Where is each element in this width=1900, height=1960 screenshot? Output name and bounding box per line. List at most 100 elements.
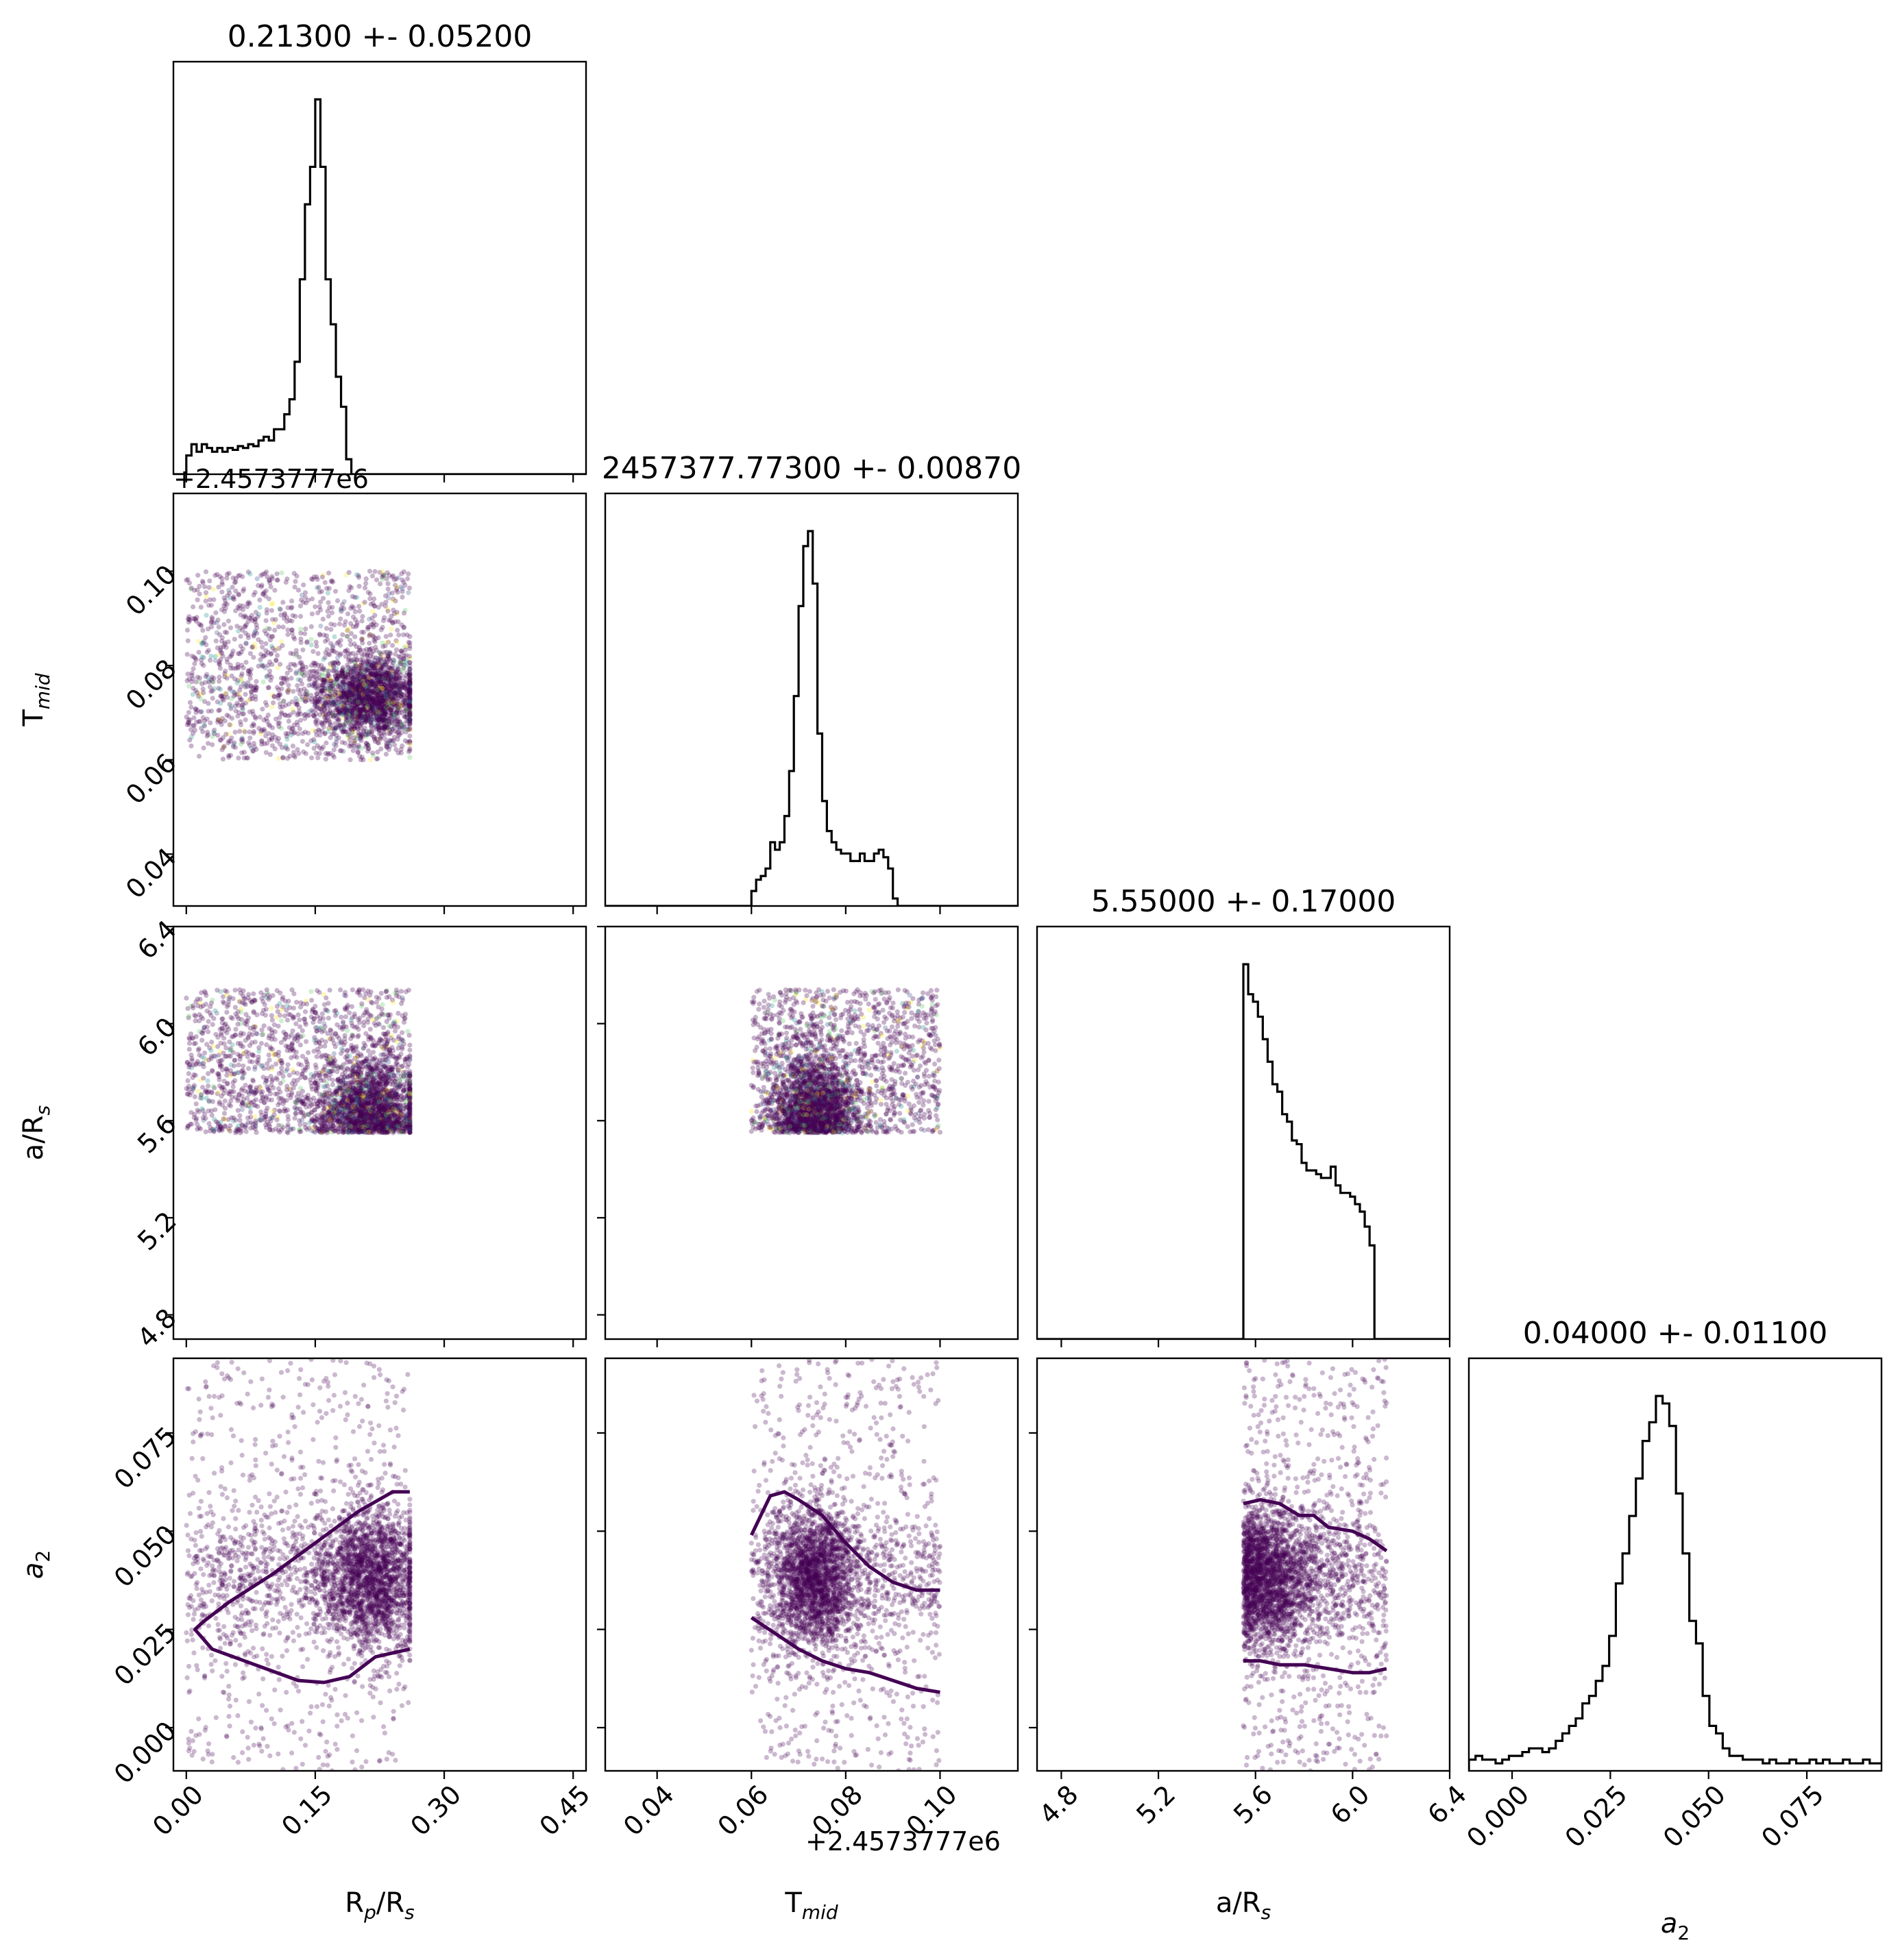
scatter-point [371, 620, 377, 626]
scatter-point [374, 577, 380, 583]
scatter-point [381, 717, 387, 722]
scatter-point [269, 737, 274, 742]
scatter-point [200, 628, 206, 633]
scatter-point [387, 696, 393, 702]
scatter-point [315, 685, 321, 690]
scatter-point [186, 717, 191, 722]
scatter-point [271, 1022, 277, 1027]
scatter-point [375, 697, 380, 702]
scatter-point [265, 719, 270, 724]
scatter-point [407, 733, 413, 739]
scatter-point [399, 571, 404, 576]
scatter-point [387, 731, 393, 736]
scatter-point [382, 724, 388, 730]
scatter-point [261, 653, 267, 659]
scatter-point [235, 651, 241, 657]
scatter-point [383, 697, 389, 702]
scatter-point [365, 667, 370, 673]
scatter-point [383, 694, 389, 699]
scatter-point [263, 648, 269, 653]
scatter-point [345, 634, 350, 639]
scatter-point [394, 673, 400, 678]
scatter-point [261, 726, 267, 732]
scatter-point [355, 698, 361, 703]
scatter-point [224, 576, 230, 581]
scatter-point [349, 1004, 354, 1009]
scatter-point [379, 718, 385, 723]
scatter-panel-rprs-vs-ars: 4.85.25.66.06.4 [132, 914, 587, 1353]
scatter-point [341, 606, 347, 611]
scatter-point [392, 742, 398, 748]
scatter-point [366, 694, 372, 700]
scatter-point [375, 749, 380, 755]
scatter-point [383, 634, 389, 639]
scatter-point [226, 571, 232, 576]
scatter-point [376, 726, 382, 731]
scatter-point [196, 719, 202, 724]
scatter-point [233, 588, 239, 593]
scatter-point [345, 693, 350, 698]
scatter-point [343, 694, 348, 700]
scatter-point [212, 573, 218, 578]
scatter-point [239, 663, 245, 668]
scatter-point [330, 699, 336, 705]
scatter-point [265, 650, 271, 655]
scatter-point [356, 673, 361, 678]
scatter-point [342, 692, 348, 698]
scatter-point [344, 633, 350, 639]
scatter-point [322, 720, 328, 726]
scatter-point [389, 703, 395, 709]
scatter-point [364, 676, 369, 682]
scatter-point [303, 711, 308, 717]
scatter-point [360, 657, 366, 663]
scatter-point [247, 735, 253, 741]
scatter-point [386, 682, 391, 687]
scatter-point [221, 744, 227, 749]
scatter-point [394, 710, 400, 715]
scatter-point [202, 584, 208, 589]
scatter-point [227, 722, 232, 728]
scatter-point [334, 704, 340, 709]
scatter-point [378, 581, 383, 587]
scatter-point [289, 618, 295, 624]
scatter-point [362, 600, 367, 605]
scatter-point [354, 711, 360, 716]
scatter-point [352, 687, 357, 692]
scatter-point [407, 699, 413, 705]
scatter-point [359, 629, 365, 635]
scatter-point [310, 709, 316, 715]
scatter-point [405, 702, 411, 707]
scatter-point [398, 722, 404, 727]
scatter-point [365, 696, 371, 701]
scatter-point [390, 696, 395, 702]
scatter-point [350, 614, 356, 620]
scatter-point [251, 728, 256, 734]
scatter-point [356, 672, 361, 678]
scatter-point [193, 1018, 198, 1024]
scatter-point [369, 671, 374, 676]
scatter-point [334, 650, 340, 656]
scatter-point [245, 604, 250, 609]
scatter-point [243, 1129, 249, 1134]
scatter-point [223, 601, 228, 607]
scatter-point [344, 698, 350, 704]
scatter-point [227, 595, 233, 601]
scatter-point [364, 677, 369, 683]
scatter-point [372, 690, 378, 696]
scatter-point [355, 684, 361, 689]
scatter-point [348, 742, 354, 747]
scatter-point [293, 613, 298, 619]
scatter-point [310, 660, 317, 665]
scatter-point [341, 703, 346, 709]
scatter-point [383, 672, 389, 678]
scatter-point [403, 714, 409, 720]
scatter-point [340, 715, 345, 720]
scatter-point [240, 574, 245, 580]
scatter-point [393, 678, 398, 685]
scatter-point [388, 672, 393, 677]
scatter-point [407, 681, 413, 686]
scatter-point [403, 652, 409, 658]
scatter-point [362, 689, 367, 696]
scatter-point [324, 633, 329, 639]
scatter-point [385, 721, 390, 726]
